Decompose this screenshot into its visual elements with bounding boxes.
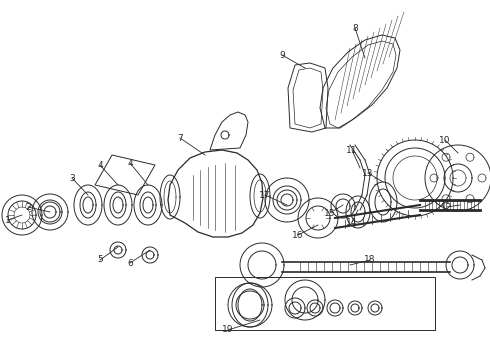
Text: 14: 14	[346, 217, 358, 226]
Text: 18: 18	[364, 256, 376, 265]
Text: 19: 19	[222, 325, 234, 334]
Bar	[215, 277, 435, 330]
Text: 4: 4	[97, 161, 103, 170]
Text: 9: 9	[279, 50, 285, 59]
Text: 7: 7	[177, 134, 183, 143]
Text: 2: 2	[25, 202, 31, 212]
Text: 12: 12	[441, 202, 453, 212]
Text: 17: 17	[259, 190, 271, 199]
Text: 11: 11	[346, 145, 358, 154]
Text: 4: 4	[127, 158, 133, 167]
Text: 15: 15	[324, 208, 336, 217]
Text: 6: 6	[127, 258, 133, 267]
Text: 16: 16	[292, 230, 304, 239]
Text: 1: 1	[5, 216, 11, 225]
Text: 13: 13	[362, 168, 374, 177]
Text: 3: 3	[69, 174, 75, 183]
Text: 5: 5	[97, 256, 103, 265]
Text: 8: 8	[352, 23, 358, 32]
Text: 10: 10	[439, 135, 451, 144]
